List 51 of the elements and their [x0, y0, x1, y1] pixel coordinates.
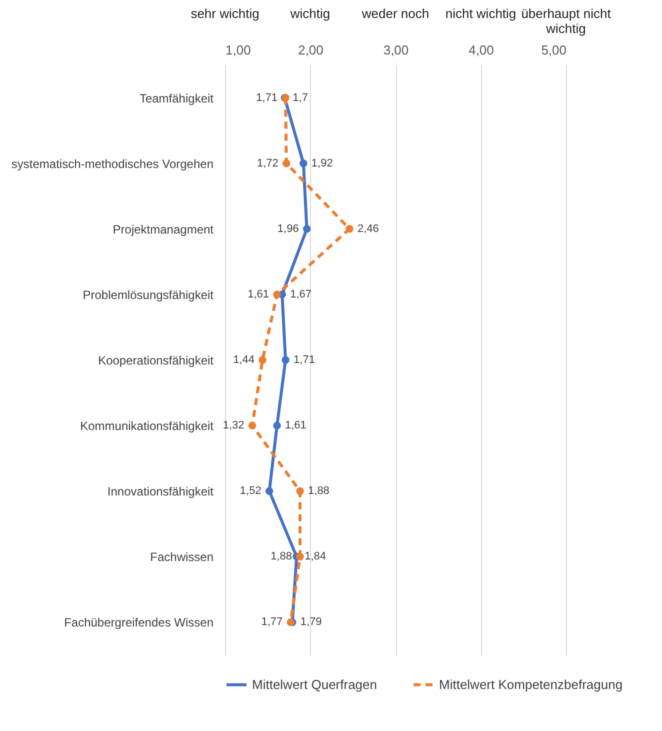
- point: [273, 422, 281, 430]
- data-label: 1,52: [240, 485, 262, 498]
- data-label: 1,88: [308, 485, 330, 498]
- data-label: 1,67: [290, 288, 312, 300]
- legend-label: Mittelwert Kompetenzbefragung: [439, 676, 623, 692]
- data-label: 1,79: [300, 616, 322, 628]
- point: [248, 422, 256, 430]
- text: nicht wichtig: [445, 6, 516, 21]
- data-label: 1,77: [261, 616, 283, 628]
- text: wichtig: [289, 6, 330, 21]
- data-label: 2,46: [357, 222, 379, 235]
- point: [273, 290, 281, 298]
- data-label: 1,71: [256, 92, 278, 104]
- data-label: 1,84: [304, 550, 326, 563]
- y-tick-label: Innovationsfähigkeit: [107, 484, 214, 499]
- data-label: 1,71: [294, 354, 315, 366]
- y-tick-label: Projektmanagment: [112, 222, 214, 236]
- point: [296, 552, 304, 561]
- text: weder noch: [360, 6, 430, 21]
- data-label: 1,96: [277, 222, 299, 235]
- point: [265, 487, 274, 495]
- y-tick-label: Problemlösungsfähigkeit: [82, 288, 214, 302]
- y-tick-label: Fachübergreifendes Wissen: [64, 616, 214, 630]
- y-tick-label: systematisch-methodisches Vorgehen: [11, 156, 214, 171]
- x-tick-label: 2,00: [298, 42, 324, 58]
- data-label: 1,72: [256, 157, 278, 170]
- y-tick-label: Kooperationsfähigkeit: [98, 354, 214, 368]
- x-tick-label: 3,00: [383, 42, 409, 58]
- point: [302, 225, 311, 233]
- point: [282, 159, 290, 168]
- x-tick-label: 4,00: [468, 42, 494, 58]
- x-tick-label: 1,00: [226, 42, 251, 58]
- x-tick-label: 5,00: [541, 42, 566, 58]
- data-label: 1,32: [222, 420, 244, 432]
- legend-label: Mittelwert Querfragen: [252, 676, 377, 692]
- point: [282, 356, 290, 364]
- text: sehr wichtig: [190, 6, 260, 21]
- text: überhaupt nicht wichtig: [521, 6, 612, 36]
- data-label: 1,61: [285, 420, 306, 432]
- data-label: 1,61: [248, 288, 270, 300]
- data-label: 1,44: [233, 354, 255, 366]
- data-label: 1,88: [270, 550, 292, 563]
- point: [296, 487, 304, 495]
- y-tick-label: Kommunikationsfähigkeit: [80, 419, 214, 434]
- data-label: 1,7: [292, 92, 308, 104]
- data-label: 1,92: [311, 157, 333, 170]
- point: [346, 225, 354, 233]
- point: [300, 159, 308, 168]
- point: [258, 356, 266, 364]
- y-tick-label: Teamfähigkeit: [139, 91, 214, 106]
- y-tick-label: Fachwissen: [150, 550, 214, 564]
